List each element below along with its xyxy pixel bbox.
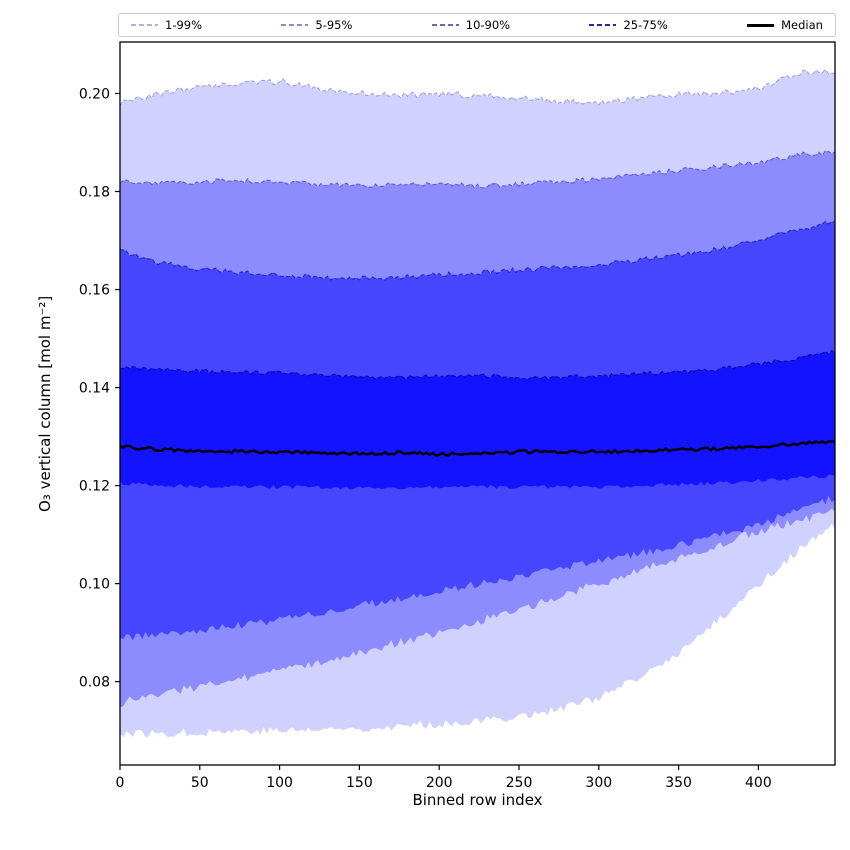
- x-tick-label: 50: [191, 775, 209, 791]
- plot-frame: [119, 41, 836, 766]
- legend-item: 25-75%: [589, 18, 668, 32]
- legend-item: 10-90%: [431, 18, 511, 32]
- legend-line-sample: [281, 24, 309, 26]
- legend-item-label: 10-90%: [465, 18, 511, 32]
- band-edge-2: [120, 220, 835, 281]
- legend-item: Median: [747, 18, 823, 32]
- x-axis-label: Binned row index: [412, 791, 543, 809]
- y-tick-label: 0.18: [79, 185, 110, 201]
- y-tick-label: 0.08: [79, 675, 110, 691]
- legend-item-label: 1-99%: [165, 18, 203, 32]
- band-edge-1: [120, 150, 835, 189]
- legend-line-sample: [589, 24, 617, 26]
- legend-line-sample: [747, 23, 775, 27]
- x-tick-label: 400: [745, 775, 772, 791]
- y-axis-label: O₃ vertical column [mol m⁻²]: [36, 295, 54, 512]
- x-tick-label: 150: [346, 775, 373, 791]
- legend-item-label: Median: [781, 18, 823, 32]
- legend-item: 5-95%: [281, 18, 352, 32]
- x-tick-label: 250: [506, 775, 533, 791]
- y-tick-label: 0.14: [79, 381, 110, 397]
- x-tick-label: 0: [116, 775, 125, 791]
- x-tick-label: 100: [266, 775, 293, 791]
- legend: 1-99% 5-95% 10-90% 25-75% Median: [118, 13, 836, 37]
- x-tick-label: 350: [665, 775, 692, 791]
- y-tick-label: 0.10: [79, 577, 110, 593]
- band-edge-3: [120, 349, 835, 380]
- legend-item-label: 25-75%: [623, 18, 668, 32]
- x-tick-label: 200: [426, 775, 453, 791]
- y-tick-label: 0.12: [79, 479, 110, 495]
- y-tick-label: 0.20: [79, 86, 110, 102]
- legend-line-sample: [431, 24, 459, 26]
- x-tick-label: 300: [585, 775, 612, 791]
- legend-item-label: 5-95%: [315, 18, 353, 32]
- legend-line-sample: [131, 24, 158, 26]
- legend-item: 1-99%: [131, 18, 202, 32]
- band-edge-0: [120, 68, 835, 107]
- y-tick-label: 0.16: [79, 283, 110, 299]
- band-fill-3: [120, 350, 835, 490]
- median-line: [120, 439, 835, 457]
